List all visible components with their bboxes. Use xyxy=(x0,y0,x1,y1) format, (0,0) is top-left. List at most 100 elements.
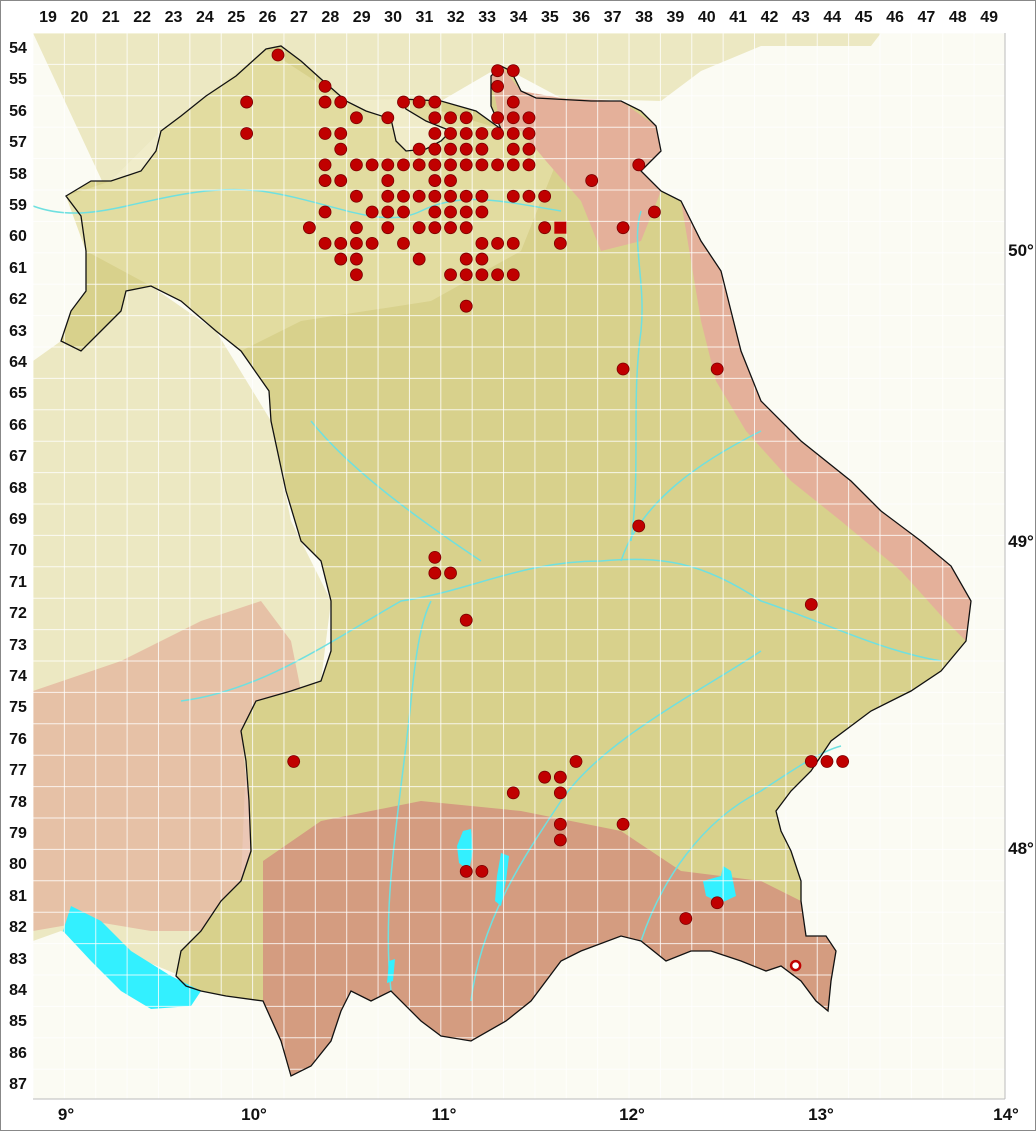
column-label: 38 xyxy=(635,9,653,26)
row-label: 60 xyxy=(9,228,27,246)
lake-bodensee xyxy=(63,906,201,1009)
row-label: 72 xyxy=(9,605,27,623)
record-dot xyxy=(491,111,504,125)
record-dot xyxy=(428,142,442,156)
column-label: 33 xyxy=(478,9,497,26)
record-dot xyxy=(491,158,504,172)
lake-chiemsee xyxy=(703,866,736,903)
record-dot xyxy=(475,142,489,156)
latitude-label: 48° xyxy=(1008,839,1034,858)
record-dot xyxy=(397,189,410,203)
row-label: 71 xyxy=(9,573,27,591)
record-dot xyxy=(553,833,567,847)
record-dot xyxy=(412,142,426,156)
record-dot xyxy=(522,142,536,156)
record-dot xyxy=(444,268,457,282)
record-dot xyxy=(632,158,646,172)
river-altmuehl xyxy=(310,420,482,562)
record-dot xyxy=(475,189,489,203)
record-dot xyxy=(334,236,348,250)
record-dot xyxy=(491,268,504,282)
record-dot xyxy=(459,142,473,156)
column-label: 24 xyxy=(195,9,214,26)
row-label: 80 xyxy=(9,856,27,874)
record-dot xyxy=(444,111,457,125)
record-dot xyxy=(350,221,363,235)
record-dot xyxy=(397,95,410,109)
column-label: 27 xyxy=(290,9,308,26)
record-dot xyxy=(444,566,457,580)
record-dot xyxy=(334,252,348,266)
row-label: 73 xyxy=(9,636,27,654)
column-label: 35 xyxy=(541,9,559,26)
column-label: 20 xyxy=(70,9,89,26)
record-dot xyxy=(428,221,442,235)
record-dot xyxy=(459,268,473,282)
record-dot xyxy=(522,189,536,203)
record-dot xyxy=(710,896,724,910)
record-dot xyxy=(428,174,442,187)
record-dot xyxy=(475,205,489,219)
record-dot xyxy=(412,252,426,266)
record-dot xyxy=(459,205,473,219)
record-dot xyxy=(444,189,457,203)
record-dots xyxy=(240,48,850,972)
record-dot xyxy=(381,174,395,187)
record-square xyxy=(554,221,567,234)
column-label: 19 xyxy=(39,9,57,26)
row-label: 82 xyxy=(9,919,27,937)
row-label: 78 xyxy=(9,793,27,811)
record-dot xyxy=(616,221,630,235)
record-dot xyxy=(475,252,489,266)
column-label: 41 xyxy=(729,9,748,26)
column-label: 49 xyxy=(980,9,998,26)
row-label: 83 xyxy=(9,950,27,968)
row-label: 74 xyxy=(9,668,27,685)
column-label: 34 xyxy=(509,9,528,26)
record-dot xyxy=(334,174,348,187)
row-label: 58 xyxy=(9,165,27,183)
column-label: 42 xyxy=(760,9,779,26)
river-lech xyxy=(387,600,432,992)
column-label: 23 xyxy=(164,9,183,26)
record-dot xyxy=(710,362,724,376)
row-label: 55 xyxy=(9,71,27,89)
longitude-label: 9° xyxy=(57,1105,75,1124)
river-isar xyxy=(470,650,762,1002)
record-dot xyxy=(538,770,552,784)
river-regen xyxy=(620,430,762,562)
latitude-label: 50° xyxy=(1008,241,1034,260)
record-dot xyxy=(381,221,395,235)
record-dot xyxy=(381,111,395,125)
row-label: 76 xyxy=(9,730,27,748)
record-dot xyxy=(459,252,473,266)
record-dot xyxy=(397,236,410,250)
record-dot xyxy=(506,786,520,800)
record-open-circle xyxy=(789,959,802,972)
record-dot xyxy=(350,236,363,250)
record-dot xyxy=(459,158,473,172)
record-dot xyxy=(444,221,457,235)
record-dot xyxy=(365,236,379,250)
column-label: 36 xyxy=(572,9,591,26)
column-label: 43 xyxy=(791,9,810,26)
longitude-label: 12° xyxy=(619,1105,645,1124)
record-dot xyxy=(459,613,473,627)
record-dot xyxy=(318,79,332,93)
record-dot xyxy=(428,566,442,580)
record-dot xyxy=(381,158,395,172)
row-label: 54 xyxy=(9,40,27,57)
record-dot xyxy=(428,95,442,109)
record-dot xyxy=(381,205,395,219)
longitude-label: 14° xyxy=(993,1105,1019,1124)
record-dot xyxy=(397,205,410,219)
upland-terrain-east xyxy=(681,201,971,641)
record-dot xyxy=(459,189,473,203)
record-dot xyxy=(334,127,348,140)
record-dot xyxy=(553,817,567,831)
record-dot xyxy=(506,142,520,156)
record-dot xyxy=(412,189,426,203)
latitude-label: 49° xyxy=(1008,532,1034,551)
column-label: 39 xyxy=(666,9,685,26)
